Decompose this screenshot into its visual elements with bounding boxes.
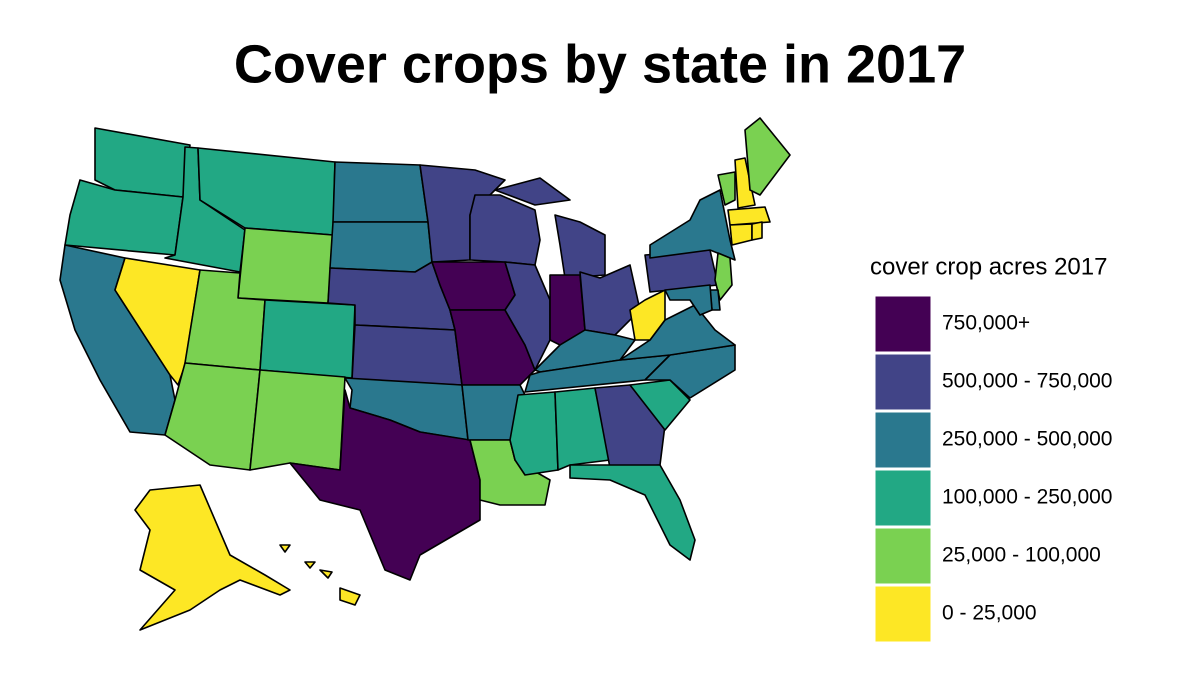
state-region <box>744 117 791 196</box>
state-region <box>351 324 463 386</box>
state-region <box>332 161 429 223</box>
state-region <box>259 299 356 379</box>
state-region <box>751 221 763 241</box>
legend-title: cover crop acres 2017 <box>870 253 1107 280</box>
state-region <box>249 369 346 471</box>
legend-swatch <box>874 527 932 585</box>
state-region <box>237 227 334 304</box>
legend-label: 750,000+ <box>942 312 1030 335</box>
state-region <box>734 157 756 209</box>
state-region <box>629 379 691 431</box>
legend-label: 25,000 - 100,000 <box>942 544 1101 567</box>
legend-label: 100,000 - 250,000 <box>942 486 1112 509</box>
map <box>59 117 791 631</box>
state-region <box>649 189 736 261</box>
state-region <box>509 391 559 476</box>
legend-label: 0 - 25,000 <box>942 602 1037 625</box>
legend: cover crop acres 2017 750,000+ 500,000 - … <box>870 253 1112 643</box>
map-title: Cover crops by state in 2017 <box>234 34 966 94</box>
state-region <box>664 284 713 316</box>
state-region <box>554 387 611 471</box>
legend-swatch <box>874 295 932 353</box>
legend-swatch <box>874 469 932 527</box>
legend-swatch <box>874 585 932 643</box>
legend-label: 250,000 - 500,000 <box>942 428 1112 451</box>
state-region <box>279 544 361 606</box>
state-region <box>727 206 771 226</box>
state-region <box>134 484 291 631</box>
state-region <box>714 252 733 301</box>
state-region <box>569 464 696 561</box>
state-region <box>717 171 736 206</box>
legend-swatch <box>874 411 932 469</box>
state-region <box>289 389 481 581</box>
state-region <box>629 289 666 341</box>
legend-label: 500,000 - 750,000 <box>942 370 1112 393</box>
legend-swatch <box>874 353 932 411</box>
